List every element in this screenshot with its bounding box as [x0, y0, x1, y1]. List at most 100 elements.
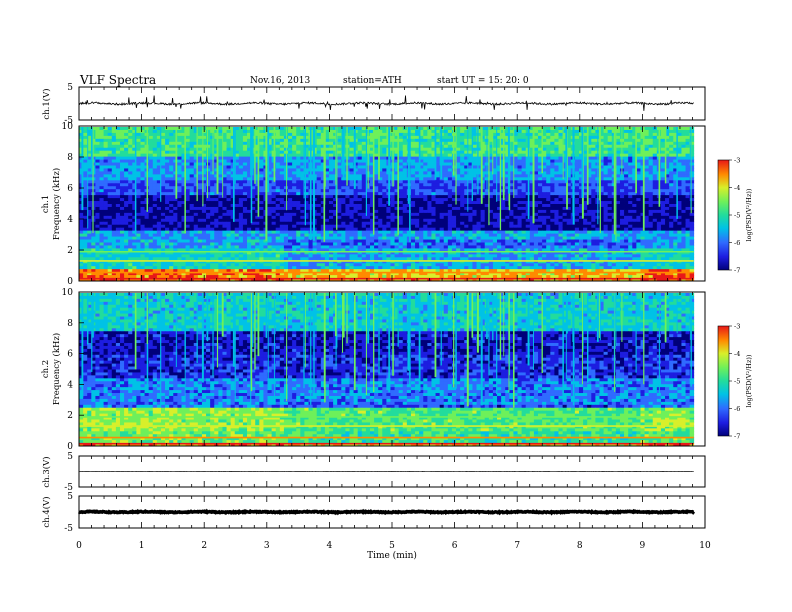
spectrogram-cell: [210, 192, 215, 195]
spectrogram-cell: [456, 145, 461, 148]
spectrogram-cell: [288, 142, 293, 145]
spectrogram-cell: [399, 133, 404, 136]
spectrogram-cell: [534, 136, 539, 139]
spectrogram-cell: [554, 189, 559, 192]
spectrogram-cell: [686, 198, 691, 201]
spectrogram-cell: [95, 207, 100, 210]
spectrogram-cell: [604, 183, 609, 186]
spectrogram-cell: [415, 216, 420, 219]
spectrogram-cell: [690, 127, 695, 130]
spectrogram-cell: [366, 219, 371, 222]
spectrogram-cell: [218, 157, 223, 160]
spectrogram-cell: [104, 186, 109, 189]
spectrogram-cell: [542, 210, 547, 213]
spectrogram-cell: [157, 204, 162, 207]
spectrogram-cell: [218, 198, 223, 201]
spectrogram-cell: [190, 213, 195, 216]
spectrogram-cell: [636, 160, 641, 163]
spectrogram-cell: [116, 133, 121, 136]
spectrogram-cell: [431, 201, 436, 204]
spectrogram-cell: [358, 151, 363, 154]
spectrogram-cell: [190, 139, 195, 142]
spectrogram-cell: [653, 151, 658, 154]
spectrogram-cell: [140, 136, 145, 139]
spectrogram-cell: [99, 201, 104, 204]
spectrogram-cell: [591, 195, 596, 198]
spectrogram-cell: [690, 207, 695, 210]
spectrogram-cell: [349, 195, 354, 198]
spectrogram-cell: [522, 216, 527, 219]
spectrogram-cell: [681, 163, 686, 166]
spectrogram-cell: [403, 151, 408, 154]
spectrogram-cell: [661, 183, 666, 186]
spectrogram-cell: [464, 219, 469, 222]
spectrogram-cell: [112, 151, 117, 154]
spectrogram-cell: [440, 198, 445, 201]
spectrogram-cell: [677, 157, 682, 160]
spectrogram-cell: [120, 177, 125, 180]
spectrogram-cell: [624, 207, 629, 210]
spectrogram-cell: [83, 180, 88, 183]
spectrogram-cell: [411, 130, 416, 133]
spectrogram-cell: [620, 174, 625, 177]
spectrogram-cell: [296, 210, 301, 213]
spectrogram-cell: [534, 198, 539, 201]
spectrogram-cell: [374, 136, 379, 139]
spectrogram-cell: [411, 145, 416, 148]
spectrogram-cell: [620, 201, 625, 204]
spectrogram-cell: [173, 219, 178, 222]
spectrogram-cell: [296, 154, 301, 157]
spectrogram-cell: [554, 174, 559, 177]
spectrogram-cell: [472, 189, 477, 192]
spectrogram-cell: [136, 142, 141, 145]
spectrogram-cell: [116, 154, 121, 157]
spectrogram-cell: [542, 201, 547, 204]
spectrogram-cell: [239, 219, 244, 222]
spectrogram-cell: [558, 174, 563, 177]
spectrogram-cell: [124, 204, 129, 207]
spectrogram-cell: [124, 136, 129, 139]
spectrogram-cell: [149, 177, 154, 180]
spectrogram-cell: [423, 219, 428, 222]
spectrogram-cell: [493, 204, 498, 207]
spectrogram-cell: [448, 177, 453, 180]
spectrogram-cell: [636, 154, 641, 157]
spectrogram-cell: [104, 225, 109, 228]
spectrogram-cell: [337, 222, 342, 225]
spectrogram-cell: [161, 142, 166, 145]
spectrogram-cell: [649, 192, 654, 195]
spectrogram-cell: [243, 154, 248, 157]
spectrogram-cell: [448, 136, 453, 139]
spectrogram-cell: [83, 136, 88, 139]
spectrogram-cell: [354, 210, 359, 213]
spectrogram-cell: [128, 174, 133, 177]
spectrogram-cell: [575, 180, 580, 183]
spectrogram-cell: [362, 139, 367, 142]
spectrogram-cell: [554, 151, 559, 154]
spectrogram-cell: [161, 139, 166, 142]
spectrogram-cell: [677, 192, 682, 195]
spectrogram-cell: [427, 177, 432, 180]
spectrogram-cell: [120, 154, 125, 157]
spectrogram-cell: [636, 180, 641, 183]
spectrogram-cell: [157, 219, 162, 222]
spectrogram-cell: [231, 225, 236, 228]
spectrogram-cell: [153, 186, 158, 189]
spectrogram-cell: [558, 207, 563, 210]
spectrogram-cell: [218, 166, 223, 169]
spectrogram-cell: [95, 195, 100, 198]
spectrogram-cell: [243, 207, 248, 210]
spectrogram-cell: [317, 133, 322, 136]
spectrogram-cell: [374, 201, 379, 204]
spectrogram-cell: [83, 195, 88, 198]
spectrogram-cell: [116, 180, 121, 183]
spectrogram-cell: [227, 186, 232, 189]
spectrogram-cell: [345, 198, 350, 201]
spectrogram-cell: [518, 133, 523, 136]
spectrogram-cell: [99, 142, 104, 145]
spectrogram-cell: [128, 168, 133, 171]
spectrogram-cell: [124, 171, 129, 174]
spectrogram-cell: [157, 207, 162, 210]
spectrogram-cell: [128, 177, 133, 180]
spectrogram-cell: [542, 207, 547, 210]
